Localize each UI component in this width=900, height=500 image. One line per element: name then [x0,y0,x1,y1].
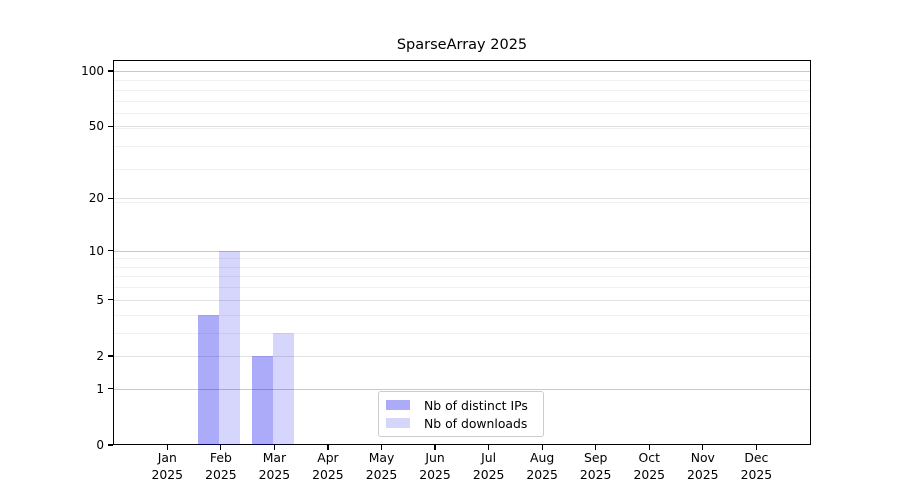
gridline-minor [114,202,810,204]
y-tick-label: 20 [88,191,104,206]
month-name: Oct [638,450,660,465]
gridline-minor [114,276,810,278]
legend-row: Nb of distinct IPs [386,396,535,414]
month-year: 2025 [258,467,291,482]
chart-title: SparseArray 2025 [396,37,528,53]
month-year: 2025 [472,467,505,482]
gridline-major [114,71,810,72]
x-tick-label-apr: Apr 2025 [298,449,358,483]
y-tick-mark [108,444,113,446]
gridline-minor [114,287,810,289]
y-tick-mark [108,197,113,199]
x-tick-label-jan: Jan 2025 [137,449,197,483]
month-year: 2025 [419,467,451,482]
x-tick-label-jun: Jun 2025 [405,449,465,483]
y-tick-label: 5 [96,292,104,307]
gridline-minor [114,169,810,171]
y-tick-mark [108,388,113,390]
legend-label: Nb of downloads [424,415,528,431]
x-tick-mark [488,445,490,450]
y-tick-mark [108,355,113,357]
x-tick-label-oct: Oct 2025 [619,449,679,483]
x-tick-mark [595,445,597,450]
month-year: 2025 [205,467,237,482]
x-tick-mark [220,445,222,450]
gridline-minor [114,127,810,129]
y-tick-label: 50 [88,119,104,134]
month-name: Aug [530,450,555,465]
gridline-minor [114,266,810,268]
month-name: Jun [425,450,445,465]
bar-feb-distinct-ips [198,314,220,445]
month-name: Jan [157,450,177,465]
y-tick-label: 0 [96,438,104,452]
month-name: Jul [481,450,497,465]
month-name: Dec [744,450,769,465]
x-tick-mark [702,445,704,450]
gridline-minor [114,314,810,316]
x-tick-mark [648,445,650,450]
month-year: 2025 [151,467,184,482]
gridline-minor [114,146,810,148]
x-tick-mark [273,445,275,450]
gridline-tick [114,126,810,128]
legend-swatch [386,418,410,428]
month-year: 2025 [312,467,344,482]
month-year: 2025 [687,467,719,482]
x-tick-mark [541,445,543,450]
month-name: Nov [690,450,715,465]
month-name: Mar [262,450,287,465]
bar-feb-downloads [219,250,241,445]
y-tick-mark [108,250,113,252]
legend-label: Nb of distinct IPs [424,397,528,413]
gridline-minor [114,100,810,102]
gridline-minor [114,332,810,334]
month-year: 2025 [633,467,666,482]
y-tick-label: 100 [81,64,104,78]
bar-mar-distinct-ips [251,355,273,445]
month-name: May [368,450,395,465]
month-name: Sep [584,450,608,465]
y-tick-label: 10 [88,243,104,258]
gridline-major [114,388,810,390]
gridline-minor [114,113,810,115]
x-tick-label-sep: Sep 2025 [566,449,626,483]
x-tick-label-feb: Feb 2025 [191,449,251,483]
gridline-tick [114,355,810,357]
month-name: Feb [209,450,232,465]
x-tick-mark [434,445,436,450]
gridline-tick [114,198,810,200]
x-tick-mark [755,445,757,450]
gridline-minor [114,258,810,260]
x-tick-label-may: May 2025 [352,449,412,483]
month-name: Apr [317,450,339,465]
x-tick-label-mar: Mar 2025 [244,449,304,483]
x-tick-mark [166,445,168,450]
bar-mar-downloads [272,332,294,445]
gridline-tick [114,299,810,301]
y-tick-label: 2 [96,348,104,363]
plot-area [113,60,811,445]
y-tick-mark [108,299,113,301]
x-tick-mark [380,445,383,450]
legend: Nb of distinct IPs Nb of downloads [378,391,544,437]
y-tick-mark [108,70,113,72]
gridline-minor [114,89,810,91]
legend-row: Nb of downloads [386,414,535,432]
y-tick-mark [108,125,113,127]
y-tick-label: 1 [96,381,104,396]
month-year: 2025 [579,467,612,482]
month-year: 2025 [740,467,773,482]
gridline-minor [114,80,810,82]
x-tick-mark [327,445,329,450]
month-year: 2025 [365,467,398,482]
x-tick-label-dec: Dec 2025 [726,449,786,483]
x-tick-label-nov: Nov 2025 [673,449,733,483]
x-tick-label-jul: Jul 2025 [459,449,519,483]
month-year: 2025 [526,467,558,482]
x-tick-label-aug: Aug 2025 [512,449,572,483]
legend-swatch [386,400,410,410]
gridline-major [114,250,810,252]
